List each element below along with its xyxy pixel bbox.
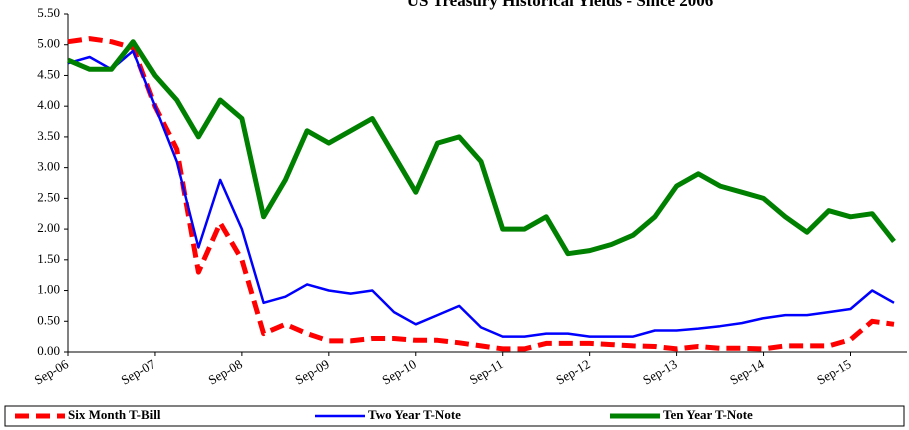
x-tick-label: Sep-13 [640, 356, 679, 387]
y-tick-label: 0.50 [37, 312, 60, 327]
x-tick-label: Sep-09 [292, 356, 331, 387]
series-line [67, 49, 895, 338]
y-tick-label: 1.50 [37, 251, 60, 266]
x-tick-label: Sep-08 [205, 356, 244, 387]
chart-title: US Treasury Historical Yields - Since 20… [407, 0, 714, 10]
series-line [67, 36, 895, 352]
y-tick-label: 5.00 [37, 36, 60, 51]
y-tick-label: 4.50 [37, 66, 60, 81]
x-tick-label: Sep-14 [727, 356, 767, 388]
y-tick-label: 0.00 [37, 343, 60, 358]
x-tick-label: Sep-07 [119, 356, 159, 388]
x-tick-label: Sep-12 [553, 356, 592, 387]
x-tick-label: Sep-15 [814, 356, 853, 387]
y-tick-label: 1.00 [37, 282, 60, 297]
series-line [67, 39, 896, 257]
x-tick-label: Sep-10 [379, 356, 418, 387]
x-tick-label: Sep-11 [467, 356, 506, 387]
y-tick-label: 3.50 [37, 128, 60, 143]
legend-label: Two Year T-Note [368, 407, 461, 422]
y-tick-label: 3.00 [37, 159, 60, 174]
y-tick-label: 4.00 [37, 97, 60, 112]
y-tick-label: 2.00 [37, 220, 60, 235]
legend-label: Ten Year T-Note [663, 407, 753, 422]
legend-box [4, 405, 905, 427]
y-tick-label: 5.50 [37, 5, 60, 20]
legend-label: Six Month T-Bill [68, 407, 161, 422]
x-tick-label: Sep-06 [32, 356, 72, 388]
y-tick-label: 2.50 [37, 189, 60, 204]
